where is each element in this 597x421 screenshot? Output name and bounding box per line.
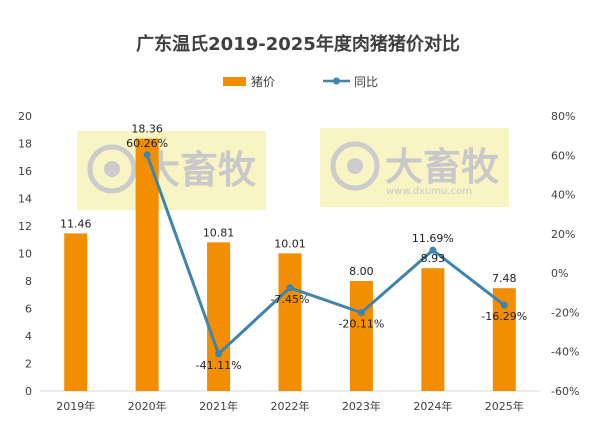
yoy-point [429,246,437,254]
x-tick-label: 2025年 [485,399,524,413]
yoy-point [357,309,365,317]
bar-value-label: 11.46 [60,217,92,230]
y-right-tick-label: -60% [551,385,579,398]
yoy-value-label: -20.11% [338,318,384,331]
y-right-tick-label: 0% [551,267,568,280]
y-left-tick-label: 6 [25,303,32,316]
legend: 猪价 同比 [223,75,378,89]
x-tick-label: 2022年 [271,399,310,413]
watermark-logo-dot [104,161,120,177]
bar-value-label: 10.81 [203,226,235,239]
y-right-tick-label: 80% [551,110,575,123]
y-left-tick-label: 8 [25,275,32,288]
watermark: 大畜牧 [77,131,266,210]
x-tick-label: 2021年 [199,399,238,413]
yoy-value-label: -16.29% [481,310,527,323]
y-right-tick-label: 40% [551,189,575,202]
x-tick-label: 2019年 [56,399,95,413]
legend-marker [333,77,340,85]
x-tick-label: 2020年 [128,399,167,413]
bar-series [64,138,516,391]
y-right-tick-label: -40% [551,346,579,359]
yoy-value-label: -7.45% [271,293,310,306]
y-left-tick-label: 4 [25,330,32,343]
watermark-url: www.dxumu.com [386,186,472,197]
yoy-value-label: 11.69% [412,232,454,245]
yoy-value-label: -41.11% [196,359,242,372]
legend-swatch-bar [223,77,246,86]
yoy-point [215,350,223,358]
bar [421,268,445,391]
y-left-tick-label: 2 [25,358,32,371]
yoy-point [500,301,508,309]
bar [135,138,159,391]
y-left-tick-label: 0 [25,385,32,398]
watermark-text: 大畜牧 [385,145,500,189]
y-left-tick-label: 14 [18,193,32,206]
y-left-tick-label: 16 [18,165,32,178]
bar-value-label: 8.93 [421,252,446,265]
bar-value-label: 18.36 [131,123,163,136]
y-left-tick-label: 20 [18,110,32,123]
yoy-line [145,154,506,356]
y-right-tick-label: -20% [551,306,579,319]
watermark-logo-dot [347,158,363,174]
y-left-tick-label: 12 [18,220,32,233]
bar-value-label: 8.00 [349,265,374,278]
y-left-tick-label: 18 [18,138,32,151]
watermark-logo-icon [87,144,137,194]
y-right-tick-label: 60% [551,149,575,162]
x-axis: 2019年 2020年 2021年 2022年 2023年 2024年 2025年 [40,390,540,413]
y-left-tick-label: 10 [18,248,32,261]
x-tick-label: 2024年 [413,399,452,413]
yoy-point [143,151,151,159]
bar [278,253,302,391]
bar [492,288,516,391]
bar-value-label: 7.48 [492,272,517,285]
bar [207,242,231,391]
bar [349,281,373,391]
y-right-tick-label: 20% [551,228,575,241]
line-series [143,151,508,358]
data-labels: 11.46 18.36 10.81 10.01 8.00 8.93 7.48 60.26% -4… [60,123,527,372]
y-axis-right: -60% -40% -20% 0% 20% 40% 60% 80% [551,110,579,398]
y-axis-left: 0 2 4 6 8 10 12 14 16 18 20 [18,110,32,398]
chart-title: 广东温氏2019-2025年度肉猪猪价对比 [136,33,460,55]
yoy-value-label: 60.26% [126,137,168,150]
bar-value-label: 10.01 [274,237,306,250]
bar [64,233,88,391]
watermark-text: 大畜牧 [142,148,257,192]
watermark-logo-icon [330,141,380,191]
x-tick-label: 2023年 [342,399,381,413]
legend-label-bar: 猪价 [251,75,275,89]
legend-label-line: 同比 [354,75,378,89]
yoy-point [286,284,294,292]
